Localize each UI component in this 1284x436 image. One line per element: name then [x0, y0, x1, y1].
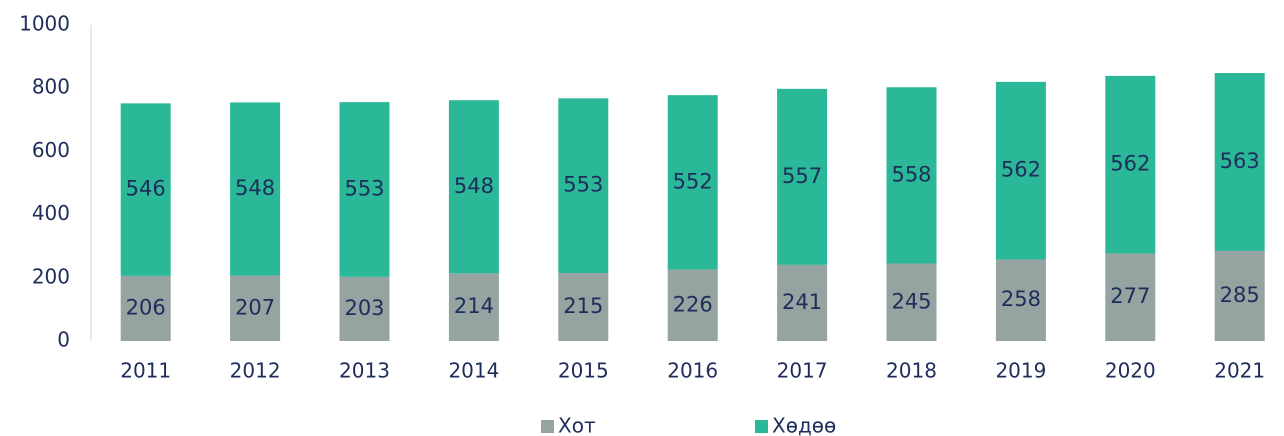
- bar-segment: [120, 275, 171, 341]
- value-label: 214: [454, 294, 494, 318]
- x-tick-label: 2011: [120, 359, 171, 383]
- x-tick-label: 2012: [230, 359, 281, 383]
- value-label: 562: [1001, 158, 1041, 182]
- value-label: 546: [126, 177, 166, 201]
- bar-segment: [1105, 253, 1156, 341]
- bar-segment: [339, 276, 390, 341]
- bar-segment: [230, 102, 281, 276]
- value-label: 552: [673, 169, 713, 193]
- x-tick-label: 2014: [448, 359, 499, 383]
- x-tick-label: 2013: [339, 359, 390, 383]
- bar-segment: [886, 263, 937, 341]
- bar-segment: [448, 273, 499, 341]
- bar-segment: [558, 273, 609, 341]
- value-label: 245: [891, 289, 931, 313]
- x-tick-label: 2020: [1105, 359, 1156, 383]
- legend-swatch: [541, 420, 554, 433]
- legend-swatch: [755, 420, 768, 433]
- legend-label: Хөдөө: [772, 414, 836, 436]
- bar-segment: [777, 264, 828, 341]
- value-label: 548: [454, 174, 494, 198]
- bar-segment: [667, 95, 718, 270]
- value-label: 285: [1220, 283, 1260, 307]
- value-label: 226: [673, 292, 713, 316]
- bar-segment: [120, 103, 171, 276]
- bar-segment: [1214, 73, 1265, 251]
- y-tick-label: 1000: [19, 12, 70, 36]
- bar-segment: [995, 259, 1046, 341]
- value-label: 558: [891, 162, 931, 186]
- y-tick-label: 0: [57, 328, 70, 352]
- value-label: 553: [563, 173, 603, 197]
- bar-segment: [777, 88, 828, 265]
- bar-segment: [1214, 250, 1265, 341]
- y-tick-label: 800: [32, 75, 70, 99]
- bar-segment: [448, 100, 499, 274]
- x-tick-label: 2021: [1214, 359, 1265, 383]
- x-tick-label: 2017: [777, 359, 828, 383]
- x-tick-label: 2019: [995, 359, 1046, 383]
- value-label: 241: [782, 290, 822, 314]
- bar-segment: [230, 275, 281, 341]
- value-label: 562: [1110, 152, 1150, 176]
- y-tick-label: 400: [32, 201, 70, 225]
- y-tick-label: 600: [32, 138, 70, 162]
- bar-segment: [1105, 75, 1156, 254]
- value-label: 207: [235, 295, 275, 319]
- x-tick-label: 2016: [667, 359, 718, 383]
- bar-segment: [558, 98, 609, 274]
- bar-segment: [339, 102, 390, 277]
- value-label: 206: [126, 295, 166, 319]
- legend-label: Хот: [558, 414, 596, 436]
- y-tick-label: 200: [32, 264, 70, 288]
- value-label: 277: [1110, 284, 1150, 308]
- bar-segment: [886, 87, 937, 264]
- value-label: 215: [563, 294, 603, 318]
- value-label: 548: [235, 176, 275, 200]
- value-label: 563: [1220, 149, 1260, 173]
- bar-segment: [995, 81, 1046, 260]
- value-label: 203: [344, 296, 384, 320]
- bar-segment: [667, 269, 718, 341]
- value-label: 258: [1001, 287, 1041, 311]
- x-tick-label: 2018: [886, 359, 937, 383]
- value-label: 557: [782, 164, 822, 188]
- x-tick-label: 2015: [558, 359, 609, 383]
- value-label: 553: [344, 176, 384, 200]
